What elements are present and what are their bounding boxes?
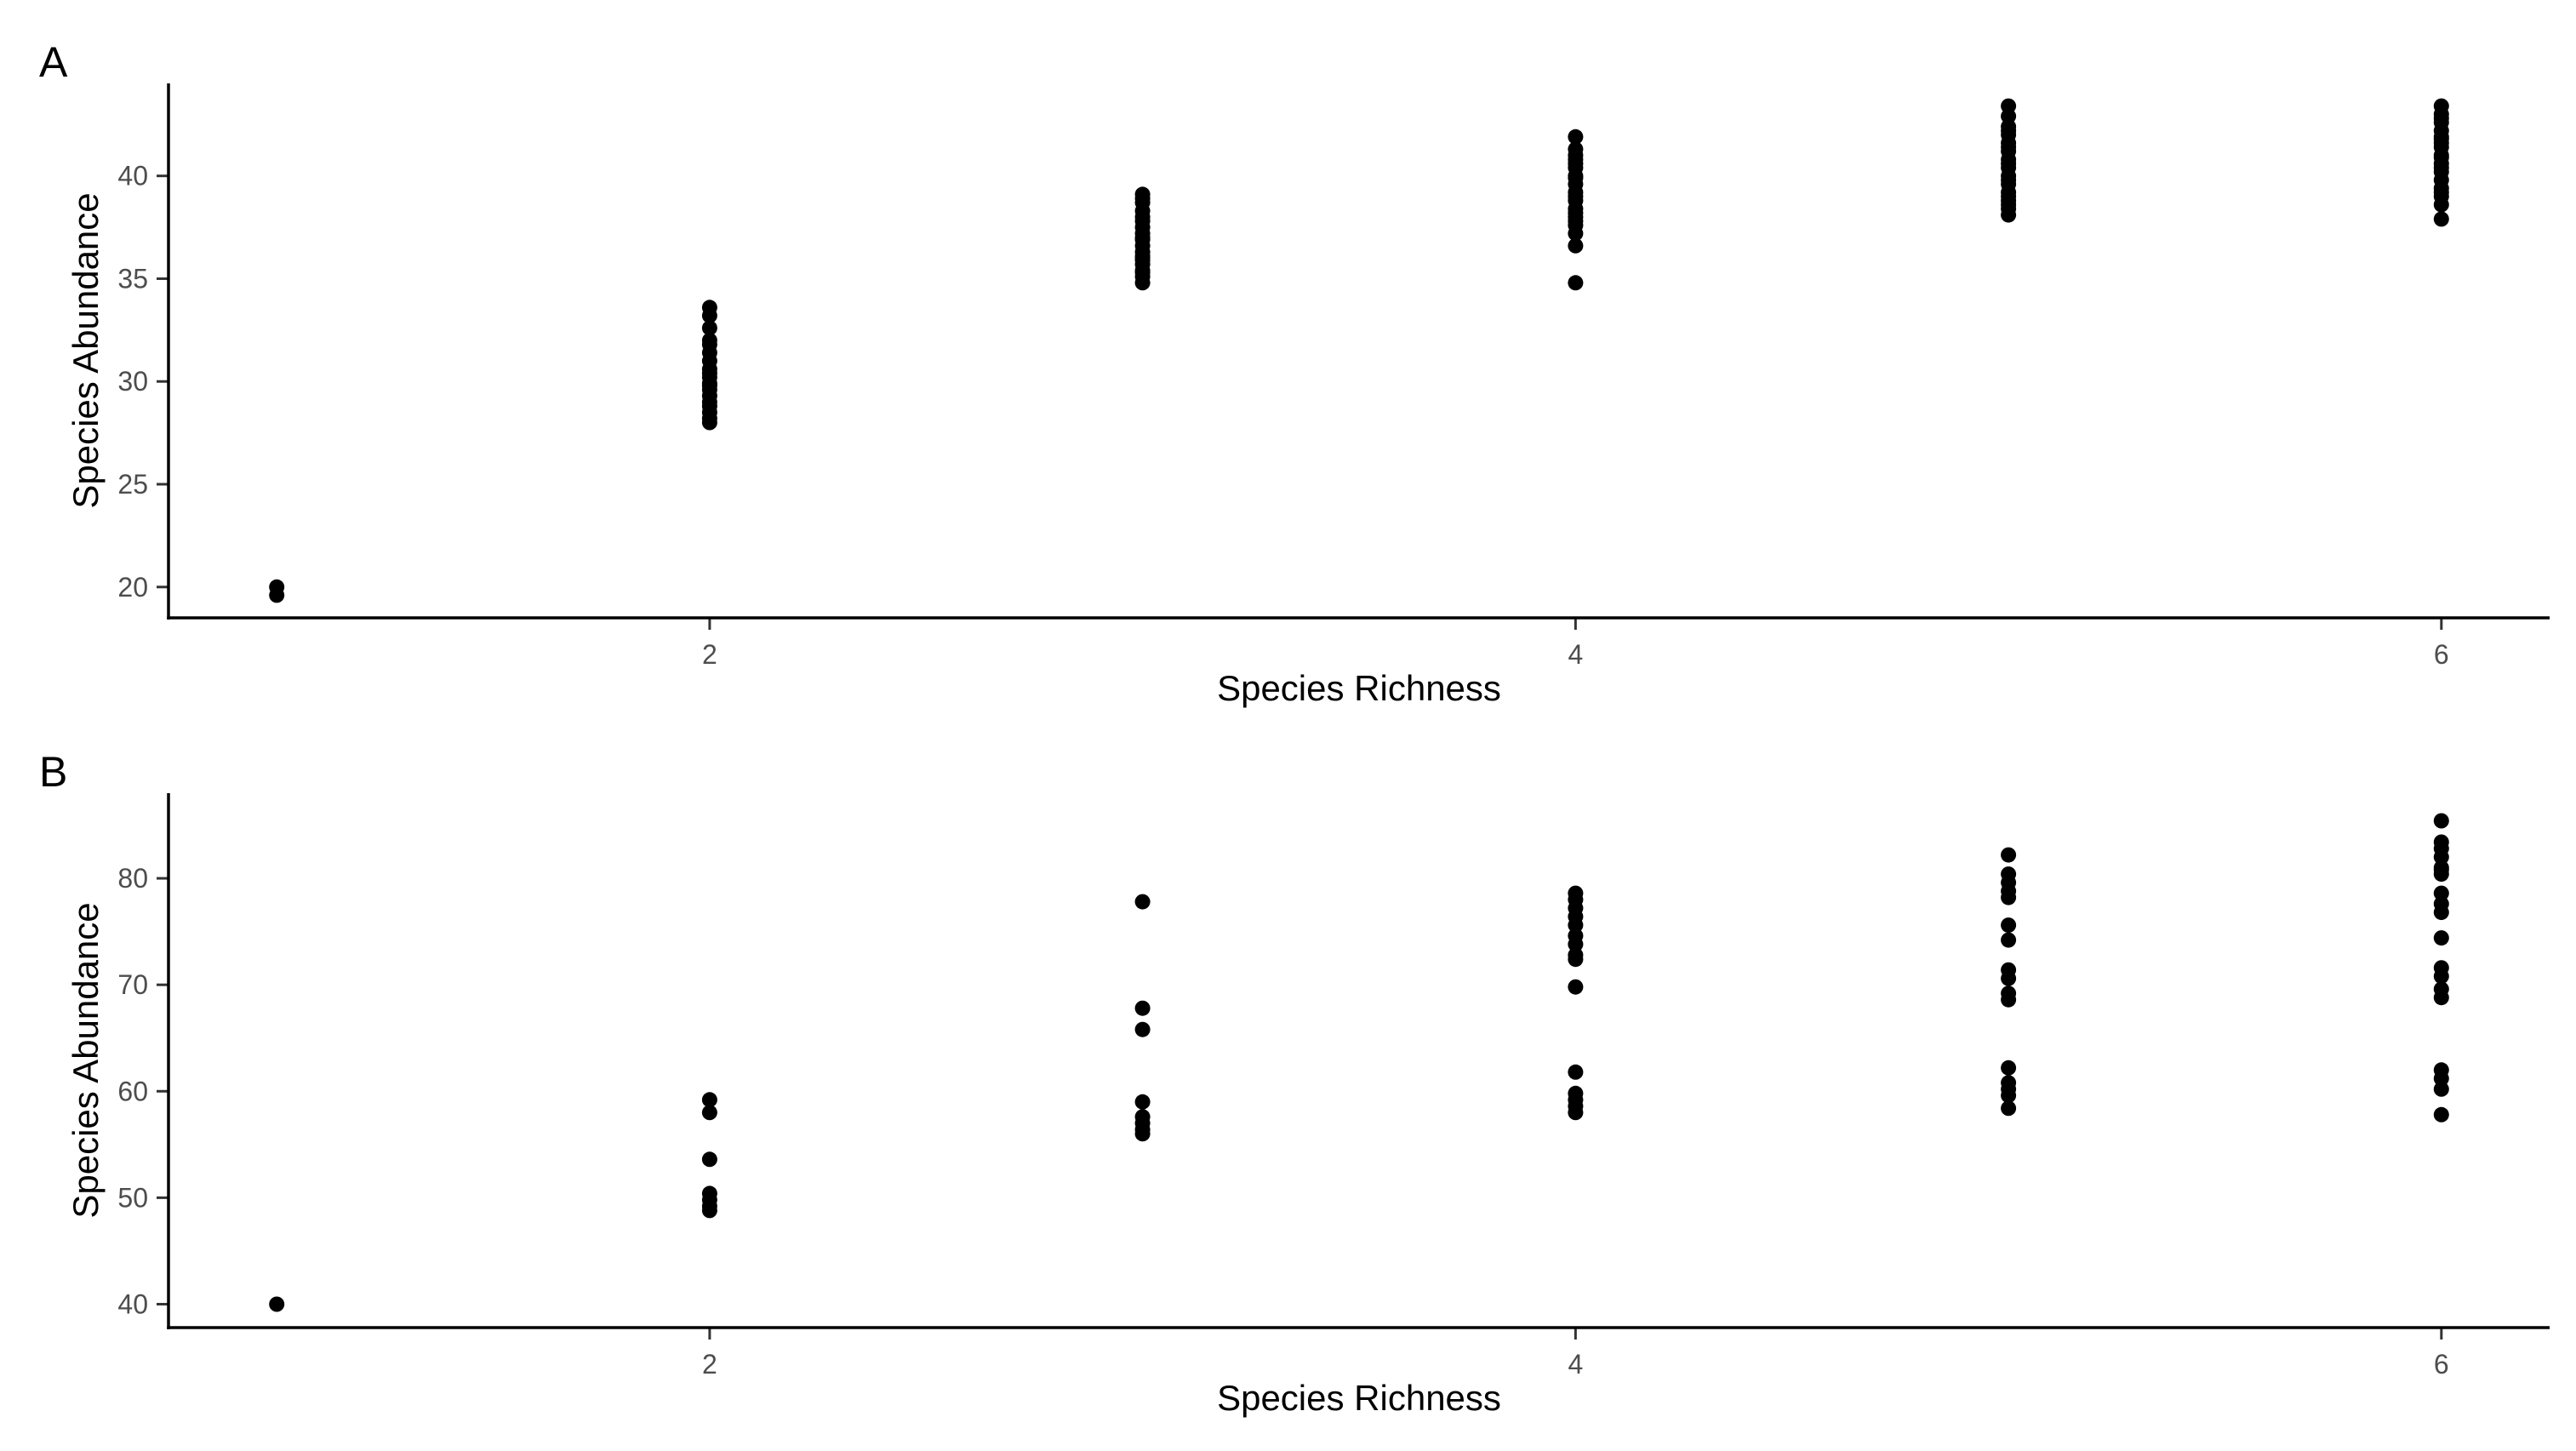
- panel-a-point: [1134, 191, 1151, 207]
- panel-a-x-tick-label: 6: [2434, 639, 2449, 670]
- panel-a-point: [1568, 156, 1584, 172]
- panel-b-y-tick-label: 70: [117, 969, 148, 1000]
- panel-b-point: [1134, 1126, 1151, 1142]
- panel-b-point: [1568, 917, 1584, 934]
- panel-b-point: [701, 1092, 717, 1108]
- panel-a-y-axis-title: Species Abundance: [66, 192, 106, 508]
- panel-label-b: B: [39, 748, 67, 796]
- panel-b-point: [1568, 1064, 1584, 1080]
- panel-b-point: [2001, 1100, 2017, 1117]
- panel-b-y-tick-label: 60: [117, 1076, 148, 1106]
- panel-a-point: [2001, 123, 2017, 139]
- panel-b-point: [2001, 932, 2017, 948]
- panel-b-point: [2433, 968, 2449, 985]
- panel-a-x-axis-title: Species Richness: [1217, 668, 1501, 708]
- panel-b-point: [2001, 1060, 2017, 1076]
- panel-b-x-tick-label: 6: [2434, 1349, 2449, 1380]
- panel-a-point: [701, 414, 717, 431]
- panel-b-point: [1134, 894, 1151, 910]
- panel-b-point: [2001, 917, 2017, 934]
- panel-b-point: [2001, 1088, 2017, 1104]
- panel-b-point: [2001, 889, 2017, 905]
- panel-b-x-tick-label: 4: [1568, 1349, 1583, 1380]
- panel-a-point: [701, 320, 717, 336]
- panel-a-point: [701, 336, 717, 352]
- panel-b-point: [2433, 905, 2449, 921]
- panel-a-y-tick-label: 30: [117, 366, 148, 397]
- panel-b-y-tick-label: 50: [117, 1182, 148, 1213]
- panel-b-point: [2433, 990, 2449, 1006]
- panel-b-y-tick-label: 40: [117, 1288, 148, 1319]
- panel-b-point: [2433, 813, 2449, 829]
- panel-a-point: [1568, 275, 1584, 291]
- panel-b-point: [1134, 1000, 1151, 1016]
- panel-b-point: [2001, 991, 2017, 1008]
- panel-b-point: [2001, 970, 2017, 986]
- panel-a-point: [2001, 156, 2017, 172]
- panel-b-ticks: 2 4 6 40 50 60 70 80: [117, 863, 2448, 1380]
- panel-b-point: [2433, 849, 2449, 865]
- panel-a-point: [1568, 170, 1584, 186]
- panel-a-point: [2433, 185, 2449, 200]
- panel-b-point: [1568, 936, 1584, 952]
- panel-a-point: [1568, 213, 1584, 229]
- panel-a-point: [1568, 237, 1584, 254]
- panel-b-point: [1134, 1094, 1151, 1110]
- panel-a-y-tick-label: 35: [117, 263, 148, 294]
- panel-a-point: [2001, 197, 2017, 213]
- panel-b-y-tick-label: 80: [117, 863, 148, 894]
- panel-a-point: [701, 378, 717, 394]
- panel-b-point: [2433, 862, 2449, 878]
- panel-b: B 2 4 6 40 50 60 70 80 Species Richness Species…: [39, 748, 2550, 1418]
- panel-a-x-tick-label: 2: [702, 639, 717, 670]
- panel-a-point: [1134, 265, 1151, 281]
- panel-b-point: [2001, 847, 2017, 863]
- panel-a-point: [701, 307, 717, 323]
- panel-b-x-axis-title: Species Richness: [1217, 1378, 1501, 1418]
- panel-b-point: [2433, 885, 2449, 901]
- panel-b-point: [701, 1203, 717, 1219]
- panel-a-x-tick-label: 4: [1568, 639, 1583, 670]
- panel-a-point: [1134, 209, 1151, 225]
- panel-a-ticks: 2 4 6 20 25 30 35 40: [117, 161, 2448, 670]
- panel-b-point: [2433, 930, 2449, 946]
- panel-b-point: [269, 1296, 285, 1312]
- panel-label-a: A: [39, 38, 68, 86]
- panel-a-point: [2001, 172, 2017, 188]
- panel-a-point: [1568, 226, 1584, 242]
- panel-b-point: [1568, 979, 1584, 995]
- panel-a-points: [269, 98, 2449, 603]
- panel-b-x-tick-label: 2: [702, 1349, 717, 1380]
- panel-a-y-tick-label: 40: [117, 161, 148, 191]
- panel-b-point: [2433, 1106, 2449, 1123]
- panel-b-point: [2433, 1071, 2449, 1087]
- panel-b-point: [2433, 1081, 2449, 1097]
- panel-b-point: [1134, 1021, 1151, 1037]
- panel-a-point: [2433, 111, 2449, 127]
- panel-a-point: [1568, 129, 1584, 145]
- panel-a-y-tick-label: 25: [117, 469, 148, 500]
- panel-a-point: [2433, 150, 2449, 165]
- panel-a-point: [269, 587, 285, 603]
- panel-a-point: [2001, 139, 2017, 155]
- panel-b-point: [1568, 947, 1584, 963]
- panel-a-point: [2433, 129, 2449, 145]
- panel-a-point: [701, 365, 717, 381]
- panel-a-point: [1568, 188, 1584, 204]
- panel-a-point: [2433, 197, 2449, 213]
- panel-a-y-tick-label: 20: [117, 572, 148, 603]
- panel-a-point: [1134, 252, 1151, 268]
- panel-a-point: [1134, 230, 1151, 246]
- panel-a: A 2 4 6 20 25 30 35 40 Species Richness Species…: [39, 38, 2550, 708]
- panel-a-point: [2433, 211, 2449, 227]
- panel-b-point: [701, 1105, 717, 1121]
- panel-b-points: [269, 813, 2449, 1312]
- panel-b-y-axis-title: Species Abundance: [66, 902, 106, 1218]
- panel-b-point: [701, 1151, 717, 1168]
- panel-b-point: [1568, 1105, 1584, 1121]
